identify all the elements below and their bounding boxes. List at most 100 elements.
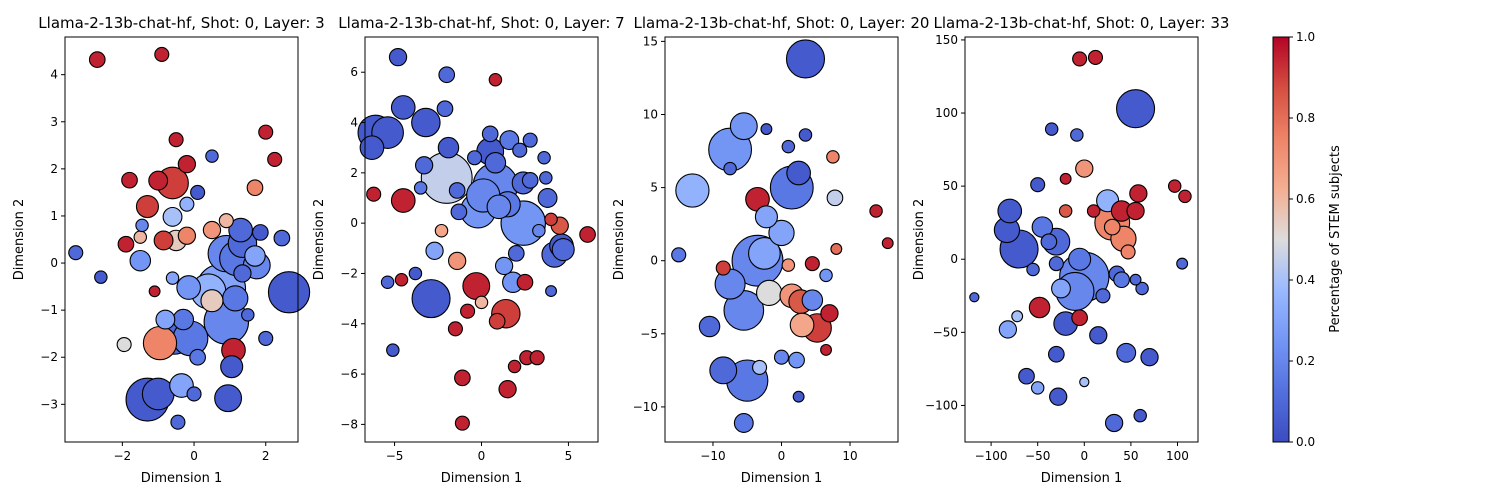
scatter-point [760,123,773,136]
x-axis-label: Dimension 1 [741,471,823,486]
scatter-point [460,303,476,319]
x-tick-label: −50 [1025,449,1050,463]
y-tick-label: 0 [950,252,958,266]
scatter-point [551,238,575,262]
y-tick-label: −4 [340,317,358,331]
scatter-point [539,171,553,185]
scatter-point [390,188,416,213]
scatter-point [205,149,219,163]
scatter-point [1079,376,1090,388]
scatter-point [1129,184,1148,203]
scatter-point [820,343,832,356]
scatter-point [507,359,522,374]
scatter-point [675,173,710,208]
scatter-point [241,308,255,322]
scatter-point [484,152,507,174]
scatter-point [1178,189,1192,204]
scatter-point [507,244,525,262]
scatter-point [789,312,815,338]
scatter-point [414,156,434,175]
scatter-point [1075,159,1094,178]
scatter-point [394,272,409,287]
scatter-point [438,66,456,84]
scatter-point [820,304,839,323]
x-tick-label: 0 [1080,449,1088,463]
y-tick-label: −3 [40,397,58,411]
scatter-point [94,270,108,284]
scatter-point [116,336,132,353]
scatter-point [481,125,499,143]
panel-title: Llama-2-13b-chat-hf, Shot: 0, Layer: 33 [934,14,1230,32]
scatter-point [121,171,138,189]
scatter-point [579,226,596,243]
scatter-point [1103,218,1121,236]
scatter-point [723,161,737,176]
scatter-point [135,218,149,233]
scatter-point [258,124,274,140]
scatter-point [1167,179,1182,193]
y-tick-label: 0 [350,216,358,230]
scatter-point [141,377,175,411]
colorbar-tick-label: 0.4 [1296,273,1315,287]
y-tick-label: −5 [640,327,658,341]
scatter-point [754,205,778,229]
scatter-point [1140,348,1159,367]
panel-title: Llama-2-13b-chat-hf, Shot: 0, Layer: 3 [38,14,324,32]
scatter-point [448,182,466,199]
colorbar-tick-label: 0.6 [1296,192,1315,206]
scatter-point [1011,310,1024,323]
y-tick-label: 3 [50,115,58,129]
y-tick-label: 6 [350,65,358,79]
scatter-point [788,351,805,369]
scatter-panel-1: −2 0 2 −3 −2 −1 0 1 2 3 4 Llama-2-13b-chat-hf, Shot… [12,14,325,486]
scatter-point [1018,367,1035,385]
scatter-point [186,386,202,402]
scatter-point [781,258,796,272]
x-tick-label: 50 [1123,449,1138,463]
scatter-point [1048,256,1064,272]
scatter-point [408,266,423,281]
scatter-point [748,237,781,270]
scatter-point [117,235,135,253]
x-axis-label: Dimension 1 [441,471,523,486]
scatter-point [413,181,428,195]
scatter-point [170,414,186,430]
colorbar-gradient [1272,36,1290,443]
scatter-point [709,356,738,385]
scatter-point [267,151,283,167]
scatter-point [252,224,269,241]
scatter-point [998,320,1018,339]
x-tick-label: 10 [842,449,857,463]
x-tick-label: 0 [478,449,486,463]
scatter-point [153,230,174,251]
x-tick-label: 100 [1166,449,1189,463]
y-tick-label: 4 [50,68,58,82]
plot-frame [64,36,299,443]
y-tick-label: 15 [643,34,658,48]
scatter-point [155,309,176,330]
scatter-point [1047,345,1065,363]
scatter-point [190,184,206,200]
scatter-point [804,256,820,272]
scatter-point [411,279,451,319]
scatter-point [512,142,528,158]
scatter-point [1068,247,1092,271]
y-tick-label: 0 [50,256,58,270]
scatter-panel-2: −5 0 5 −8 −6 −4 −2 0 2 4 6 Llama-2-13b-chat-hf, Sho… [312,14,625,486]
scatter-point [494,256,514,276]
scatter-point [1030,177,1046,193]
scatter-point [830,243,843,255]
x-tick-label: −2 [114,449,132,463]
scatter-point [1087,49,1104,66]
scatter-point [447,321,463,337]
scatter-point [202,220,222,240]
y-tick-label: 10 [643,107,658,121]
y-tick-label: 50 [943,179,958,193]
scatter-point [425,241,444,260]
y-tick-label: 150 [935,33,958,47]
scatter-point [488,73,503,87]
scatter-point [162,206,183,227]
scatter-point [1059,172,1072,185]
y-tick-label: 5 [650,181,658,195]
scatter-point [1133,408,1147,423]
